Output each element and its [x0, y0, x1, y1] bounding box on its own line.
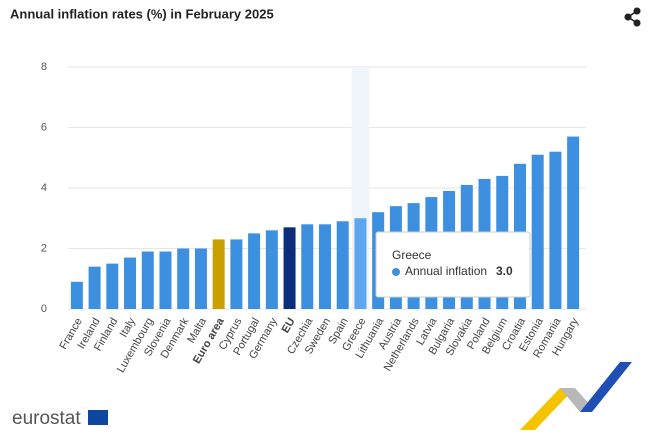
bar — [230, 239, 243, 309]
eu-flag — [88, 410, 108, 425]
bar — [531, 154, 544, 309]
share-icon[interactable] — [624, 7, 641, 27]
y-tick-label: 0 — [41, 303, 47, 315]
tooltip-title: Greece — [392, 248, 432, 262]
bar — [567, 136, 580, 309]
bar — [549, 151, 562, 309]
tooltip-box — [375, 231, 531, 298]
y-tick-label: 2 — [41, 242, 47, 254]
bar — [194, 248, 207, 309]
bar — [70, 281, 83, 309]
bar — [88, 266, 101, 309]
y-tick-label: 4 — [41, 182, 47, 194]
bar — [212, 239, 225, 309]
bar — [301, 224, 314, 309]
bar — [336, 221, 349, 309]
bar — [159, 251, 172, 309]
bar — [106, 263, 119, 309]
tooltip: Greece Annual inflation 3.0 — [375, 231, 531, 298]
decoration — [520, 362, 632, 430]
bar — [265, 230, 278, 309]
tooltip-dot — [392, 268, 400, 276]
logo: eurostat — [12, 408, 81, 429]
bar — [354, 218, 367, 309]
bar — [124, 257, 137, 309]
bar — [319, 224, 331, 309]
y-tick-label: 8 — [41, 61, 47, 73]
y-tick-label: 6 — [41, 121, 47, 133]
tooltip-series: Annual inflation — [405, 264, 487, 278]
tooltip-value: 3.0 — [496, 264, 513, 278]
bar — [177, 248, 190, 309]
chart-title: Annual inflation rates (%) in February 2… — [10, 6, 274, 21]
bar — [283, 227, 296, 309]
bar — [141, 251, 154, 309]
bar — [248, 233, 261, 309]
